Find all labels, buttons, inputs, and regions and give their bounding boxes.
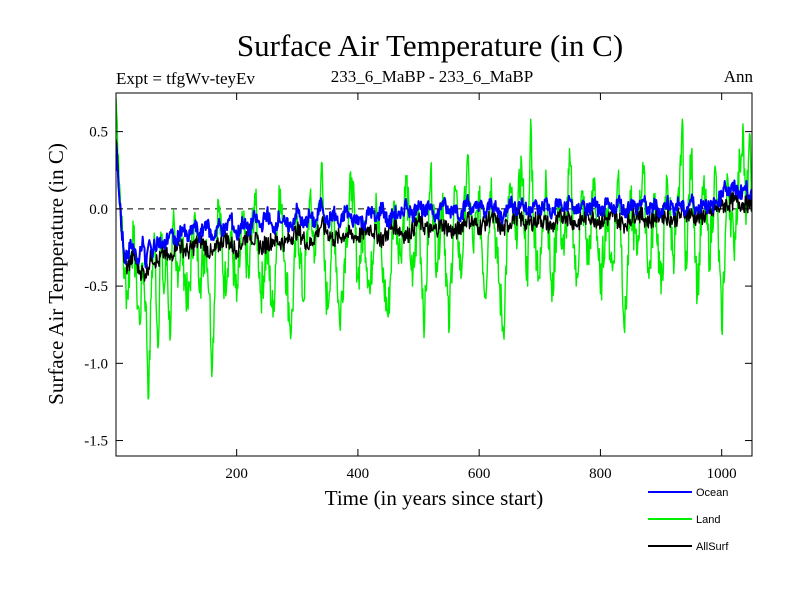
legend: Ocean Land AllSurf bbox=[648, 487, 729, 553]
comparison-label: 233_6_MaBP - 233_6_MaBP bbox=[331, 67, 533, 86]
y-tick-label: -1.0 bbox=[84, 356, 108, 372]
y-tick-label: 0.5 bbox=[89, 125, 108, 141]
series-line-ocean bbox=[116, 143, 752, 269]
legend-label-ocean: Ocean bbox=[696, 487, 728, 499]
x-tick-label: 200 bbox=[225, 466, 248, 482]
y-axis-label: Surface Air Temperature (in C) bbox=[44, 143, 68, 405]
chart-title: Surface Air Temperature (in C) bbox=[237, 28, 623, 63]
series-group bbox=[116, 97, 752, 400]
legend-label-land: Land bbox=[696, 514, 720, 526]
x-tick-label: 400 bbox=[347, 466, 370, 482]
legend-label-allsurf: AllSurf bbox=[696, 541, 729, 553]
x-tick-label: 600 bbox=[468, 466, 491, 482]
ticks-group: 200 400 600 800 1000 -1.5 -1.0 -0.5 0.0 0.5 bbox=[84, 93, 752, 482]
experiment-label: Expt = tfgWv-teyEv bbox=[116, 69, 255, 88]
y-tick-label: -0.5 bbox=[84, 279, 108, 295]
x-axis-label: Time (in years since start) bbox=[325, 486, 544, 510]
series-line-allsurf bbox=[116, 139, 752, 282]
plot-frame bbox=[115, 92, 753, 457]
x-tick-label: 1000 bbox=[707, 466, 737, 482]
y-tick-label: -1.5 bbox=[84, 434, 108, 450]
period-label: Ann bbox=[724, 67, 754, 86]
x-tick-label: 800 bbox=[589, 466, 612, 482]
y-tick-label: 0.0 bbox=[89, 202, 108, 218]
